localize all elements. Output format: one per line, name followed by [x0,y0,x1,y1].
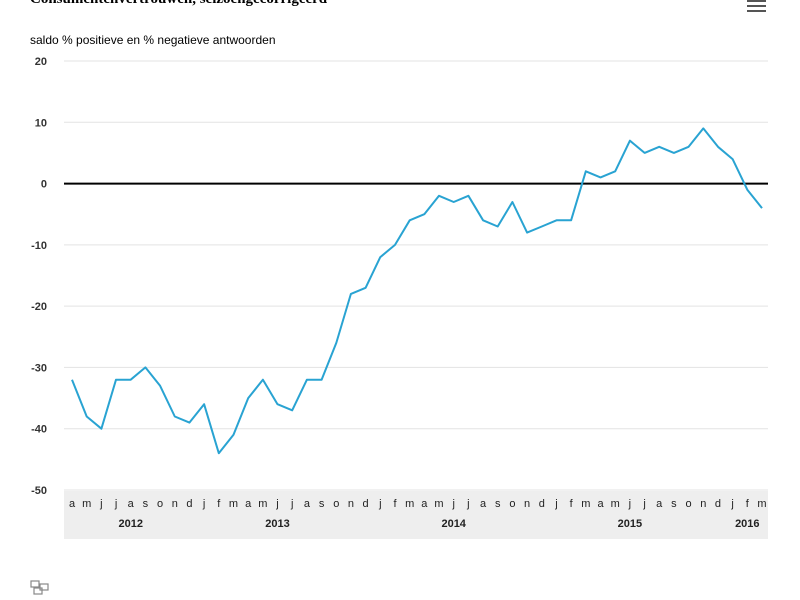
x-tick-label: a [304,498,311,510]
x-tick-label: a [656,498,663,510]
x-tick-label: f [217,498,221,510]
x-tick-label: d [186,498,192,510]
x-tick-label: m [434,498,443,510]
x-tick-label: f [570,498,574,510]
x-tick-label: a [421,498,428,510]
y-axis-ticks: 20 10 0 -10 -20 -30 -40 -50 [31,56,47,497]
x-tick-label: j [628,498,631,510]
x-tick-label: f [746,498,750,510]
x-tick-label: n [700,498,706,510]
cbs-logo-icon [30,580,49,595]
x-tick-label: j [378,498,381,510]
x-year-label: 2015 [618,518,642,530]
x-tick-label: j [290,498,293,510]
x-tick-label: j [730,498,733,510]
grid-lines [64,60,768,491]
x-tick-label: n [348,498,354,510]
y-tick-label: -50 [31,485,47,497]
x-tick-label: f [393,498,397,510]
x-tick-label: m [757,498,766,510]
x-tick-label: o [686,498,692,510]
x-axis-band [64,491,768,539]
x-tick-label: d [539,498,545,510]
x-tick-label: a [69,498,76,510]
x-tick-label: s [495,498,501,510]
y-tick-label: 10 [35,117,47,129]
x-tick-label: j [275,498,278,510]
x-tick-label: j [642,498,645,510]
x-tick-label: m [258,498,267,510]
y-tick-label: -40 [31,424,47,436]
x-tick-label: j [99,498,102,510]
x-tick-label: j [554,498,557,510]
x-tick-label: n [172,498,178,510]
x-tick-label: j [202,498,205,510]
x-tick-label: d [715,498,721,510]
y-tick-label: -30 [31,362,47,374]
x-tick-label: m [581,498,590,510]
x-tick-label: m [82,498,91,510]
y-axis-label: saldo % positieve en % negatieve antwoor… [30,33,276,47]
x-year-label: 2013 [265,518,289,530]
x-tick-label: a [128,498,135,510]
x-tick-label: d [363,498,369,510]
x-tick-label: s [143,498,149,510]
x-year-label: 2014 [441,518,466,530]
y-tick-label: 0 [41,179,47,191]
hamburger-menu-icon[interactable] [747,0,766,12]
y-tick-label: -10 [31,240,47,252]
x-tick-label: s [671,498,677,510]
x-tick-label: o [157,498,163,510]
x-tick-label: a [480,498,487,510]
x-tick-label: n [524,498,530,510]
chart-title: Consumentenvertrouwen, seizoengecorrigee… [30,0,327,8]
x-year-label: 2016 [735,518,759,530]
x-tick-label: j [466,498,469,510]
x-tick-label: m [229,498,238,510]
x-year-label: 2012 [118,518,142,530]
x-tick-label: s [319,498,325,510]
x-tick-label: a [245,498,252,510]
y-tick-label: 20 [35,56,47,68]
x-tick-label: o [509,498,515,510]
x-tick-label: o [333,498,339,510]
x-tick-label: j [451,498,454,510]
x-tick-label: m [405,498,414,510]
series-line [71,127,763,455]
x-tick-label: j [114,498,117,510]
x-tick-label: a [597,498,604,510]
y-tick-label: -20 [31,301,47,313]
x-tick-label: m [611,498,620,510]
